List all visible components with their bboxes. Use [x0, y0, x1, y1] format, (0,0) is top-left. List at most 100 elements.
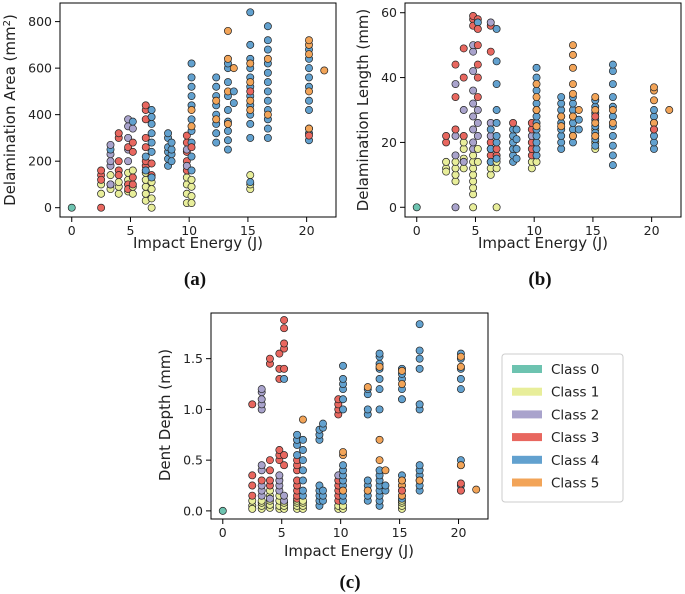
point-a-66 [147, 138, 156, 147]
point-c-205 [456, 375, 465, 383]
panel-c-xtick-label: 15 [392, 525, 408, 540]
point-c-161 [375, 362, 384, 371]
point-a-94 [187, 192, 196, 201]
point-c-86 [298, 456, 307, 465]
point-a-46 [141, 189, 150, 198]
point-b-4 [442, 131, 451, 140]
legend-swatch-class-4 [512, 455, 542, 464]
point-c-128 [339, 395, 347, 404]
point-b-68 [486, 18, 495, 27]
point-c-213 [456, 479, 465, 488]
point-c-4 [248, 481, 257, 490]
panel-a-xtick-label: 15 [240, 223, 256, 238]
point-b-38 [469, 99, 478, 108]
point-b-76 [492, 144, 501, 153]
point-b-56 [473, 18, 482, 27]
point-a-107 [187, 122, 196, 131]
point-a-20 [114, 157, 123, 166]
point-b-123 [557, 131, 566, 140]
point-b-179 [608, 119, 617, 127]
point-b-170 [608, 131, 617, 140]
point-b-176 [608, 67, 617, 76]
panel-b-axes: 0 5 10 15 20 0 20 40 60 [381, 5, 660, 238]
point-a-91 [182, 161, 191, 170]
point-a-108 [187, 106, 196, 114]
point-b-168 [608, 151, 617, 160]
point-c-84 [298, 476, 307, 485]
point-b-142 [569, 89, 577, 98]
point-c-74 [293, 451, 301, 460]
point-a-41 [128, 124, 137, 133]
point-a-118 [212, 115, 221, 124]
panel-c-points [218, 316, 481, 515]
legend-swatch-class-5 [512, 478, 542, 487]
point-a-57 [141, 152, 150, 161]
point-c-138 [363, 476, 372, 485]
point-b-16 [451, 203, 460, 212]
point-b-2 [442, 167, 451, 176]
panel-c-xtick-label: 10 [333, 525, 349, 540]
point-a-61 [147, 185, 156, 194]
panel-c-xlabel: Impact Energy (J) [284, 542, 414, 560]
point-b-163 [591, 119, 600, 127]
point-c-30 [265, 466, 274, 475]
point-b-82 [492, 57, 501, 66]
panel-b-ytick-label: 60 [381, 5, 397, 20]
point-a-155 [246, 87, 255, 96]
point-b-81 [492, 80, 501, 89]
point-c-85 [298, 466, 307, 475]
point-c-45 [275, 446, 284, 454]
point-c-20 [257, 395, 266, 404]
point-c-198 [415, 320, 424, 329]
point-a-185 [305, 131, 313, 140]
point-b-182 [650, 131, 658, 140]
point-b-72 [492, 203, 501, 212]
point-b-116 [532, 63, 541, 72]
point-b-31 [469, 164, 478, 173]
panel-c-axes: 0 5 10 15 20 0.0 0.5 1.0 1.5 [183, 351, 466, 540]
panel-a-xtick-label: 10 [181, 223, 197, 238]
point-b-91 [509, 119, 517, 127]
point-c-5 [248, 471, 257, 480]
point-a-111 [212, 129, 221, 138]
point-b-9 [451, 157, 460, 166]
point-a-173 [305, 106, 313, 114]
point-b-57 [473, 24, 482, 33]
point-b-148 [574, 115, 583, 124]
point-a-167 [263, 22, 272, 31]
point-b-0 [412, 203, 421, 212]
panel-c-label: (c) [339, 572, 360, 593]
point-b-143 [569, 80, 577, 89]
legend: Class 0 Class 1 Class 2 Class 3 Class 4 Class… [501, 353, 624, 503]
point-b-26 [469, 203, 478, 212]
point-c-61 [280, 316, 289, 325]
point-c-31 [265, 456, 274, 465]
point-a-40 [128, 138, 137, 147]
panel-a-ylabel-main: Delamination Area (mm [1, 26, 19, 205]
panel-a-ytick-label: 0 [44, 200, 52, 215]
point-a-70 [147, 106, 156, 114]
point-b-95 [512, 125, 521, 134]
point-a-11 [106, 157, 115, 166]
panel-c-frame [210, 312, 489, 520]
point-a-38 [128, 166, 137, 175]
point-a-140 [246, 133, 255, 142]
point-a-166 [263, 36, 272, 45]
point-c-192 [415, 461, 424, 470]
point-c-184 [398, 380, 406, 388]
point-c-195 [415, 364, 424, 373]
point-a-39 [128, 147, 137, 156]
panel-b-xtick-label: 0 [413, 223, 421, 238]
point-c-211 [456, 352, 465, 361]
point-b-120 [532, 122, 541, 131]
point-a-53 [141, 133, 150, 142]
point-a-5 [97, 203, 106, 212]
point-b-172 [608, 112, 617, 121]
point-a-78 [167, 157, 176, 166]
point-a-162 [263, 78, 272, 87]
point-a-9 [106, 171, 115, 180]
point-a-18 [114, 178, 123, 187]
point-c-186 [398, 486, 406, 495]
point-c-199 [415, 476, 424, 485]
